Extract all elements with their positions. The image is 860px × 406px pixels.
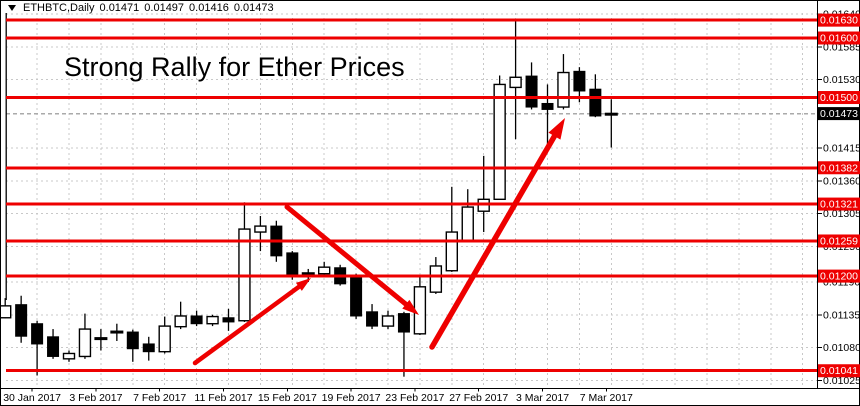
trend-arrow-head[interactable] (548, 118, 565, 140)
price-line-badge-label: 0.01200 (820, 271, 858, 283)
price-axis-label: 0.01415 (823, 143, 860, 155)
date-label: 11 Feb 2017 (194, 392, 252, 404)
candle-body-bull (78, 328, 92, 358)
candle-body-bull (158, 325, 171, 353)
candle-body-bear (142, 343, 155, 353)
price-axis-label: 0.01305 (823, 208, 860, 220)
quote-open-value: 0.01471 (99, 1, 140, 14)
candle-body-bear (525, 75, 538, 108)
price-line-badge (818, 234, 860, 248)
price-line-badge (818, 91, 860, 105)
trend-arrow-shaft[interactable] (284, 204, 409, 307)
candle-body-bull (429, 265, 443, 293)
quote-low-value: 0.01416 (189, 1, 229, 14)
price-axis-label: 0.01360 (823, 175, 860, 187)
price-axis-label: 0.01080 (823, 342, 860, 354)
candle-body-bull (557, 71, 570, 108)
candle-body-bear (366, 311, 379, 327)
trend-arrow-shaft[interactable] (429, 133, 558, 350)
date-label: 7 Mar 2017 (580, 392, 633, 404)
candle-body-bear (589, 88, 602, 117)
candle-body-bull (254, 225, 267, 233)
candle-body-bull (318, 266, 331, 275)
candle-body-bear (15, 304, 28, 337)
candle-doji-body (94, 337, 108, 341)
candle-body-bull (62, 352, 76, 360)
price-line-badge-label: 0.01321 (820, 199, 858, 211)
candle-body-bear (47, 336, 60, 357)
current-price-badge (818, 107, 860, 121)
current-price-badge-label: 0.01473 (820, 108, 858, 120)
trend-arrow-shaft[interactable] (192, 284, 302, 366)
candle-doji-body (301, 272, 315, 276)
price-line-badge (818, 269, 860, 283)
chart-title-annotation: Strong Rally for Ether Prices (64, 52, 405, 82)
date-label: 27 Feb 2017 (449, 392, 508, 404)
price-line-badge-label: 0.01500 (820, 92, 858, 104)
price-line-badge (818, 161, 860, 175)
date-label: 19 Feb 2017 (322, 392, 381, 404)
date-label: 3 Mar 2017 (516, 392, 569, 404)
candle-body-bear (397, 313, 410, 333)
price-axis-label: 0.01530 (823, 74, 860, 86)
price-line-badge (818, 31, 860, 45)
price-axis-label: 0.01025 (823, 375, 860, 387)
candle-body-bull (174, 315, 187, 328)
quote-close-value: 0.01473 (233, 1, 274, 14)
candle-body-bear (222, 317, 235, 323)
candle-doji-body (110, 330, 124, 334)
price-line-badge (818, 364, 860, 378)
symbol-period-label: ETHBTC,Daily (23, 1, 95, 14)
candle-body-bull (509, 76, 522, 89)
candle-body-bull (381, 315, 395, 327)
candle-body-bull (493, 83, 506, 201)
price-axis-label: 0.01135 (823, 309, 860, 321)
price-line-badge-label: 0.01600 (820, 33, 858, 45)
candle-body-bull (461, 206, 474, 242)
candle-body-bull (445, 231, 458, 272)
date-label: 15 Feb 2017 (258, 392, 317, 404)
price-line-badge-label: 0.01259 (820, 235, 858, 247)
candle-body-bear (190, 315, 203, 325)
candle-doji-body (604, 112, 618, 116)
candle-body-bear (573, 70, 586, 92)
quote-high-value: 0.01497 (144, 1, 185, 14)
date-label: 3 Feb 2017 (69, 392, 122, 404)
candle-body-bear (541, 102, 554, 110)
candle-body-bear (31, 323, 44, 345)
candle-body-bear (126, 331, 139, 350)
quote-bar: ETHBTC,Daily 0.01471 0.01497 0.01416 0.0… (8, 1, 274, 14)
date-label: 23 Feb 2017 (385, 392, 444, 404)
trend-arrow-head[interactable] (402, 299, 419, 315)
symbol-dropdown-icon[interactable] (8, 4, 16, 11)
candle-body-bear (286, 252, 299, 278)
price-line-badge-label: 0.01630 (820, 15, 858, 27)
price-line-badge (818, 197, 860, 211)
candle-body-bull (206, 315, 219, 325)
candle-body-bull (413, 286, 427, 335)
candle-body-bear (350, 275, 363, 317)
date-label: 30 Jan 2017 (3, 392, 61, 404)
price-line-badge-label: 0.01041 (820, 365, 858, 377)
price-line-badge-label: 0.01382 (820, 162, 858, 174)
candle-body-bull (0, 305, 12, 319)
trend-arrow-head[interactable] (295, 278, 311, 291)
date-label: 7 Feb 2017 (133, 392, 186, 404)
price-line-badge (818, 13, 860, 27)
